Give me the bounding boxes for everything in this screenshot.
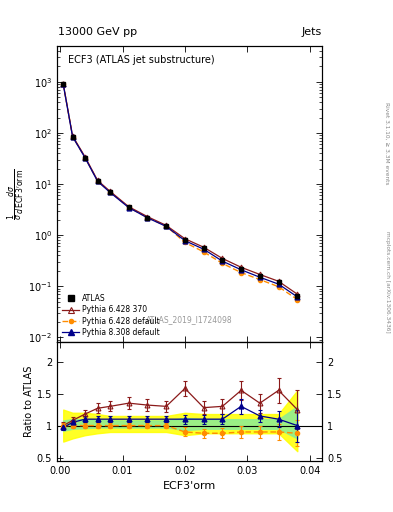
Text: ECF3 (ATLAS jet substructure): ECF3 (ATLAS jet substructure)	[68, 55, 214, 65]
Text: 13000 GeV pp: 13000 GeV pp	[58, 27, 137, 37]
Y-axis label: $\frac{1}{\sigma}\frac{d\sigma}{d\,\mathrm{ECF3}^{\prime}\mathrm{orm}}$: $\frac{1}{\sigma}\frac{d\sigma}{d\,\math…	[5, 168, 27, 220]
Text: ATLAS_2019_I1724098: ATLAS_2019_I1724098	[146, 315, 233, 325]
Text: Jets: Jets	[302, 27, 322, 37]
Y-axis label: Ratio to ATLAS: Ratio to ATLAS	[24, 366, 34, 437]
Text: Rivet 3.1.10, ≥ 3.3M events: Rivet 3.1.10, ≥ 3.3M events	[385, 102, 389, 185]
X-axis label: ECF3'orm: ECF3'orm	[163, 481, 216, 491]
Text: mcplots.cern.ch [arXiv:1306.3436]: mcplots.cern.ch [arXiv:1306.3436]	[385, 231, 389, 332]
Legend: ATLAS, Pythia 6.428 370, Pythia 6.428 default, Pythia 8.308 default: ATLAS, Pythia 6.428 370, Pythia 6.428 de…	[59, 291, 163, 340]
